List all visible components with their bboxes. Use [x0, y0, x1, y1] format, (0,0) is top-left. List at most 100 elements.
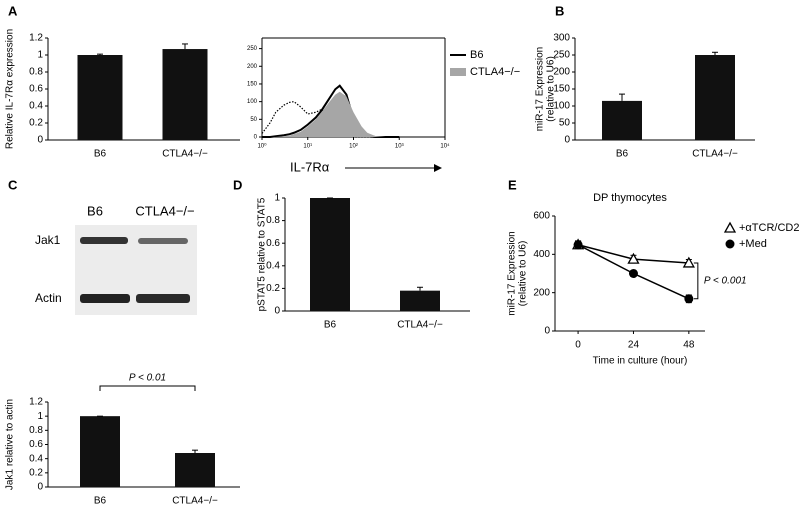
- x-axis-title: Time in culture (hour): [593, 356, 688, 367]
- y-tick-label: 0.4: [266, 260, 280, 271]
- y-axis-title: miR-17 Expression: [507, 231, 518, 315]
- marker: [628, 269, 638, 278]
- histogram-curve: [262, 91, 400, 137]
- y-tick-label: 600: [533, 211, 550, 222]
- blot-band: [136, 294, 190, 303]
- bar: [602, 100, 642, 140]
- y-tick-label: 1: [37, 411, 43, 422]
- y-tick-label: 0.6: [29, 439, 43, 450]
- x-tick-label: B6: [324, 320, 337, 331]
- x-tick-label: 10²: [349, 144, 358, 150]
- y-tick-label: 0: [544, 326, 550, 337]
- bar: [310, 198, 350, 311]
- y-tick-label: 300: [553, 33, 570, 44]
- y-tick-label: 0: [254, 135, 258, 141]
- legend-swatch: [450, 68, 466, 76]
- y-tick-label: 0.8: [29, 425, 43, 436]
- y-tick-label: 50: [559, 118, 571, 129]
- x-tick-label: B6: [616, 149, 629, 160]
- bar: [175, 453, 215, 487]
- y-axis-title: (relative to U6): [546, 56, 557, 122]
- y-tick-label: 100: [553, 101, 570, 112]
- x-tick-label: 10³: [395, 144, 404, 150]
- y-tick-label: 0.6: [266, 238, 280, 249]
- legend-label: CTLA4−/−: [470, 66, 520, 78]
- bar: [695, 55, 735, 140]
- y-tick-label: 0.8: [266, 215, 280, 226]
- y-tick-label: 0.4: [29, 101, 43, 112]
- y-tick-label: 1: [37, 50, 43, 61]
- y-tick-label: 100: [247, 99, 258, 105]
- y-tick-label: 250: [553, 50, 570, 61]
- marker: [684, 294, 694, 304]
- x-tick-label: 10⁰: [257, 143, 267, 150]
- x-tick-label: CTLA4−/−: [692, 149, 738, 160]
- lane-label: CTLA4−/−: [135, 203, 194, 218]
- panel-letter: D: [233, 177, 242, 192]
- x-tick-label: B6: [94, 496, 107, 507]
- y-tick-label: 0: [37, 482, 43, 493]
- y-axis-title: (relative to U6): [518, 241, 529, 307]
- row-label: Jak1: [35, 233, 61, 247]
- y-tick-label: 200: [533, 287, 550, 298]
- lane-label: B6: [87, 203, 103, 218]
- x-tick-label: CTLA4−/−: [172, 496, 218, 507]
- chart-title: DP thymocytes: [593, 192, 667, 204]
- x-tick-label: 10⁴: [440, 143, 450, 150]
- y-tick-label: 0: [37, 135, 43, 146]
- x-tick-label: CTLA4−/−: [397, 320, 443, 331]
- arrow-head: [434, 164, 442, 172]
- y-tick-label: 0: [274, 306, 280, 317]
- y-tick-label: 150: [247, 82, 258, 88]
- y-tick-label: 0.4: [29, 453, 43, 464]
- legend-swatch: [725, 239, 735, 249]
- legend-label: +Med: [739, 238, 767, 250]
- annotation: P < 0.001: [704, 276, 747, 287]
- y-axis-title: miR-17 Expression: [535, 47, 546, 131]
- legend-label: +αTCR/CD2: [739, 222, 799, 234]
- y-tick-label: 200: [553, 67, 570, 78]
- x-tick-label: 48: [683, 340, 695, 351]
- bar: [400, 290, 440, 311]
- y-tick-label: 0.6: [29, 84, 43, 95]
- panel-letter: B: [555, 3, 564, 18]
- y-tick-label: 50: [250, 117, 257, 123]
- y-axis-title: pSTAT5 relative to STAT5: [257, 197, 268, 311]
- row-label: Actin: [35, 291, 62, 305]
- y-tick-label: 1.2: [29, 397, 43, 408]
- x-axis-title: IL-7Rα: [290, 159, 330, 174]
- x-tick-label: 10¹: [303, 144, 312, 150]
- y-tick-label: 0.2: [29, 118, 43, 129]
- y-tick-label: 0.2: [29, 467, 43, 478]
- x-tick-label: 24: [628, 340, 640, 351]
- bracket: [99, 385, 196, 391]
- legend-label: B6: [470, 49, 483, 61]
- y-tick-label: 0.2: [266, 283, 280, 294]
- marker: [573, 240, 583, 250]
- y-tick-label: 400: [533, 249, 550, 260]
- x-tick-label: B6: [94, 149, 107, 160]
- y-axis-title: Jak1 relative to actin: [5, 399, 16, 490]
- y-tick-label: 1.2: [29, 33, 43, 44]
- bar: [80, 416, 120, 487]
- blot-band: [138, 238, 188, 244]
- x-tick-label: CTLA4−/−: [162, 149, 208, 160]
- panel-letter: E: [508, 177, 517, 192]
- bar: [77, 55, 123, 140]
- bar: [162, 49, 208, 140]
- bracket: [693, 262, 699, 300]
- marker: [627, 252, 640, 264]
- y-tick-label: 1: [274, 193, 280, 204]
- y-tick-label: 250: [247, 46, 258, 52]
- y-tick-label: 150: [553, 84, 570, 95]
- panel-letter: C: [8, 177, 18, 192]
- legend-swatch: [723, 221, 737, 233]
- x-tick-label: 0: [575, 340, 581, 351]
- marker: [682, 256, 695, 268]
- y-axis-title: Relative IL-7Rα expression: [5, 29, 16, 149]
- panel-letter: A: [8, 3, 18, 18]
- annotation: P < 0.01: [129, 373, 166, 384]
- y-tick-label: 0.8: [29, 67, 43, 78]
- blot-band: [80, 294, 130, 303]
